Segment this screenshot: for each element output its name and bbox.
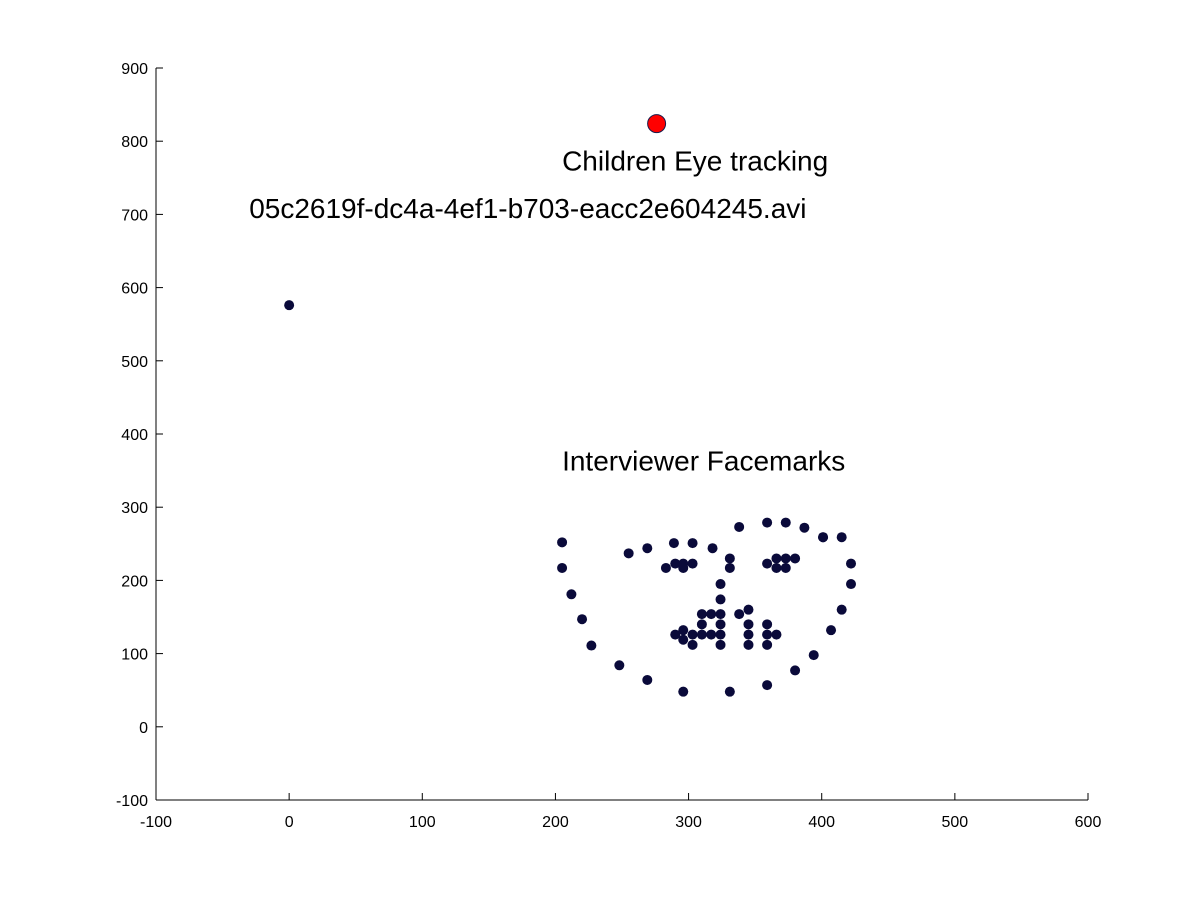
facemark-point [696, 629, 707, 640]
x-ticks: -100 0 100 200 300 400 500 600 [140, 793, 1101, 831]
annotations: Children Eye tracking 05c2619f-dc4a-4ef1-… [249, 145, 845, 476]
y-tick-label: -100 [116, 793, 148, 810]
facemark-point [780, 562, 791, 573]
facemark-point [678, 634, 689, 645]
x-tick-label: 0 [285, 814, 294, 831]
x-tick-label: 500 [942, 814, 969, 831]
facemark-point [790, 553, 801, 564]
annotation-text: Interviewer Facemarks [562, 446, 845, 477]
facemark-point [557, 562, 568, 573]
facemark-point [668, 538, 679, 549]
facemark-point [715, 609, 726, 620]
facemark-point [762, 558, 773, 569]
facemark-point [846, 579, 857, 590]
x-tick-label: 100 [409, 814, 436, 831]
facemark-point [743, 639, 754, 650]
facemark-point [762, 680, 773, 691]
facemark-point [836, 604, 847, 615]
facemark-point [762, 619, 773, 630]
facemark-point [706, 629, 717, 640]
facemark-point [724, 686, 735, 697]
y-tick-label: 300 [121, 500, 148, 517]
facemark-point [743, 629, 754, 640]
plot-area [155, 68, 1088, 801]
facemark-point [696, 609, 707, 620]
facemark-point [715, 579, 726, 590]
facemark-point [670, 558, 681, 569]
facemark-point [566, 589, 577, 600]
y-tick-label: 600 [121, 281, 148, 298]
facemark-point [799, 522, 810, 533]
facemark-point [771, 562, 782, 573]
facemark-point [687, 639, 698, 650]
facemark-point [846, 558, 857, 569]
facemark-point [780, 517, 791, 528]
facemark-point [734, 609, 745, 620]
facemark-point [771, 553, 782, 564]
data-points [284, 114, 857, 697]
facemark-point [557, 537, 568, 548]
facemark-point [715, 594, 726, 605]
facemark-point [586, 640, 597, 651]
facemark-point [696, 619, 707, 630]
facemark-point [743, 619, 754, 630]
facemark-point [660, 562, 671, 573]
facemark-point [762, 517, 773, 528]
facemark-point [715, 629, 726, 640]
y-ticks: -100 0 100 200 300 400 500 600 700 800 900 [116, 61, 163, 810]
facemark-point [715, 639, 726, 650]
facemark-point [707, 543, 718, 554]
facemark-point [687, 538, 698, 549]
x-tick-label: 300 [675, 814, 702, 831]
facemark-point [687, 558, 698, 569]
y-tick-label: 800 [121, 134, 148, 151]
x-tick-label: 200 [542, 814, 569, 831]
facemark-point [734, 521, 745, 532]
eye-gaze-point [647, 114, 667, 134]
y-tick-label: 100 [121, 647, 148, 664]
facemark-point [780, 553, 791, 564]
facemark-point [724, 562, 735, 573]
y-tick-label: 400 [121, 427, 148, 444]
y-tick-label: 900 [121, 61, 148, 78]
facemark-point [818, 532, 829, 543]
facemark-point [678, 562, 689, 573]
facemark-point [687, 629, 698, 640]
facemark-point [808, 650, 819, 661]
y-tick-label: 700 [121, 207, 148, 224]
facemark-point [678, 625, 689, 636]
facemark-point [642, 674, 653, 685]
facemark-point [623, 548, 634, 559]
facemark-point [678, 686, 689, 697]
facemark-point [715, 619, 726, 630]
facemark-point [724, 553, 735, 564]
facemark-point [762, 629, 773, 640]
facemark-point [670, 629, 681, 640]
facemark-point [706, 609, 717, 620]
y-tick-label: 0 [139, 720, 148, 737]
facemark-point [762, 639, 773, 650]
facemark-point [826, 625, 837, 636]
facemark-point [771, 629, 782, 640]
facemark-point [577, 614, 588, 625]
facemark-point [836, 532, 847, 543]
x-tick-label: 600 [1075, 814, 1102, 831]
facemark-point [642, 543, 653, 554]
facemark-point [790, 665, 801, 676]
annotation-text: Children Eye tracking [562, 145, 828, 176]
y-tick-label: 500 [121, 354, 148, 371]
facemark-point [743, 604, 754, 615]
facemark-point [284, 300, 295, 311]
x-tick-label: 400 [808, 814, 835, 831]
annotation-text: 05c2619f-dc4a-4ef1-b703-eacc2e604245.avi [249, 193, 806, 224]
x-tick-label: -100 [140, 814, 172, 831]
facemark-point [614, 660, 625, 671]
y-tick-label: 200 [121, 573, 148, 590]
